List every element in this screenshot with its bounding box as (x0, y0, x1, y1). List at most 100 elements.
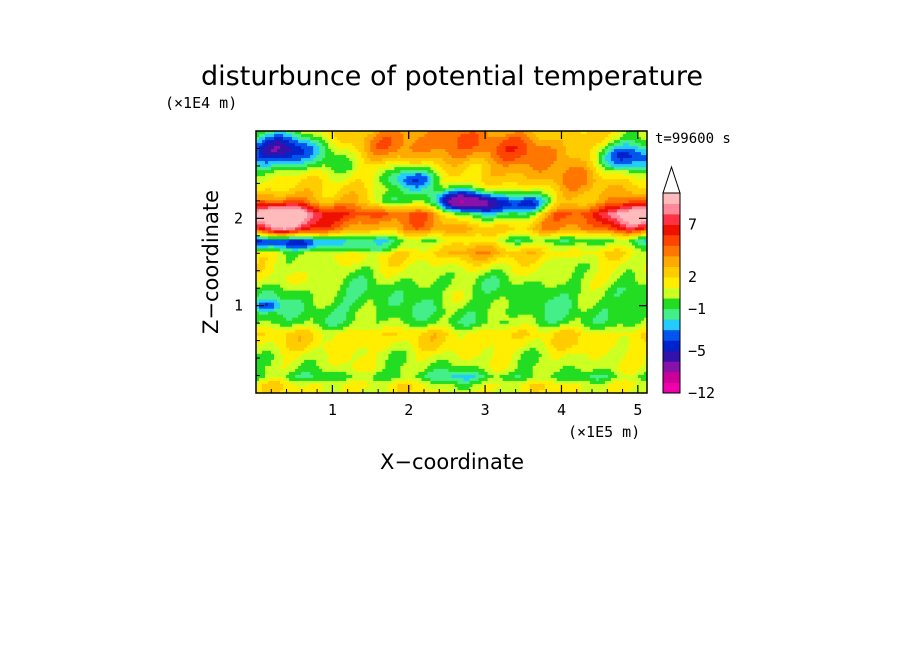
heatmap-cell (514, 233, 519, 237)
heatmap-cell (400, 155, 404, 159)
heatmap-cell (604, 161, 609, 165)
heatmap-cell (334, 227, 338, 231)
heatmap-cell (472, 197, 476, 201)
heatmap-cell (283, 209, 287, 213)
heatmap-cell (316, 206, 320, 210)
heatmap-cell (535, 155, 540, 159)
heatmap-cell (280, 137, 284, 141)
heatmap-cell (289, 215, 293, 219)
heatmap-cell (517, 206, 522, 210)
heatmap-cell (589, 200, 594, 204)
heatmap-cell (430, 242, 434, 246)
heatmap-cell (436, 155, 440, 159)
heatmap-cell (307, 218, 311, 222)
heatmap-cell (325, 131, 329, 135)
heatmap-cell (412, 182, 416, 186)
heatmap-cell (322, 218, 326, 222)
heatmap-cell (553, 194, 558, 198)
heatmap-cell (448, 197, 452, 201)
heatmap-cell (583, 209, 588, 213)
heatmap-cell (559, 161, 564, 165)
heatmap-cell (340, 152, 344, 156)
heatmap-cell (421, 161, 425, 165)
heatmap-cell (391, 173, 395, 177)
heatmap-cell (313, 164, 317, 168)
heatmap-cell (367, 143, 371, 147)
heatmap-cell (526, 224, 531, 228)
heatmap-cell (415, 227, 419, 231)
heatmap-cell (286, 245, 290, 249)
heatmap-cell (508, 149, 513, 153)
heatmap-cell (562, 146, 567, 150)
heatmap-cell (289, 137, 293, 141)
heatmap-cell (538, 173, 543, 177)
heatmap-cell (586, 227, 591, 231)
heatmap-cell (340, 233, 344, 237)
heatmap-cell (526, 176, 531, 180)
heatmap-cell (394, 230, 398, 234)
heatmap-cell (589, 224, 594, 228)
heatmap-cell (283, 206, 287, 210)
heatmap-cell (343, 146, 347, 150)
heatmap-cell (529, 143, 534, 147)
heatmap-cell (352, 218, 356, 222)
heatmap-cell (406, 179, 410, 183)
heatmap-cell (463, 146, 467, 150)
heatmap-cell (589, 179, 594, 183)
heatmap-cell (544, 173, 549, 177)
heatmap-cell (640, 161, 645, 165)
heatmap-cell (511, 191, 516, 195)
heatmap-cell (595, 191, 600, 195)
heatmap-cell (283, 215, 287, 219)
heatmap-cell (559, 200, 564, 204)
heatmap-cell (514, 236, 519, 240)
heatmap-cell (346, 239, 350, 243)
heatmap-cell (541, 137, 546, 141)
heatmap-cell (568, 167, 573, 171)
heatmap-cell (421, 209, 425, 213)
heatmap-cell (484, 176, 488, 180)
heatmap-cell (475, 188, 479, 192)
heatmap-cell (592, 200, 597, 204)
heatmap-cell (421, 170, 425, 174)
heatmap-cell (466, 158, 470, 162)
heatmap-cell (535, 194, 540, 198)
heatmap-cell (604, 134, 609, 138)
heatmap-cell (439, 230, 443, 234)
heatmap-cell (313, 170, 317, 174)
heatmap-cell (640, 170, 645, 174)
heatmap-cell (607, 212, 612, 216)
heatmap-cell (433, 161, 437, 165)
heatmap-cell (454, 221, 458, 225)
heatmap-cell (475, 185, 479, 189)
heatmap-cell (562, 224, 567, 228)
heatmap-cell (583, 203, 588, 207)
heatmap-cell (541, 188, 546, 192)
heatmap-cell (316, 224, 320, 228)
heatmap-cell (607, 146, 612, 150)
heatmap-cell (439, 197, 443, 201)
heatmap-cell (475, 227, 479, 231)
heatmap-cell (445, 218, 449, 222)
heatmap-cell (517, 197, 522, 201)
heatmap-cell (289, 245, 293, 249)
heatmap-cell (553, 203, 558, 207)
heatmap-cell (505, 131, 509, 135)
heatmap-cell (589, 218, 594, 222)
heatmap-cell (364, 140, 368, 144)
heatmap-cell (433, 233, 437, 237)
heatmap-cell (520, 224, 525, 228)
heatmap-cell (532, 173, 537, 177)
heatmap-cell (529, 236, 534, 240)
heatmap-cell (439, 134, 443, 138)
heatmap-cell (343, 185, 347, 189)
heatmap-cell (301, 191, 305, 195)
heatmap-cell (310, 164, 314, 168)
heatmap-cell (643, 179, 648, 183)
heatmap-cell (289, 197, 293, 201)
heatmap-cell (421, 215, 425, 219)
heatmap-cell (364, 236, 368, 240)
heatmap-cell (310, 212, 314, 216)
heatmap-cell (310, 140, 314, 144)
heatmap-cell (568, 137, 573, 141)
